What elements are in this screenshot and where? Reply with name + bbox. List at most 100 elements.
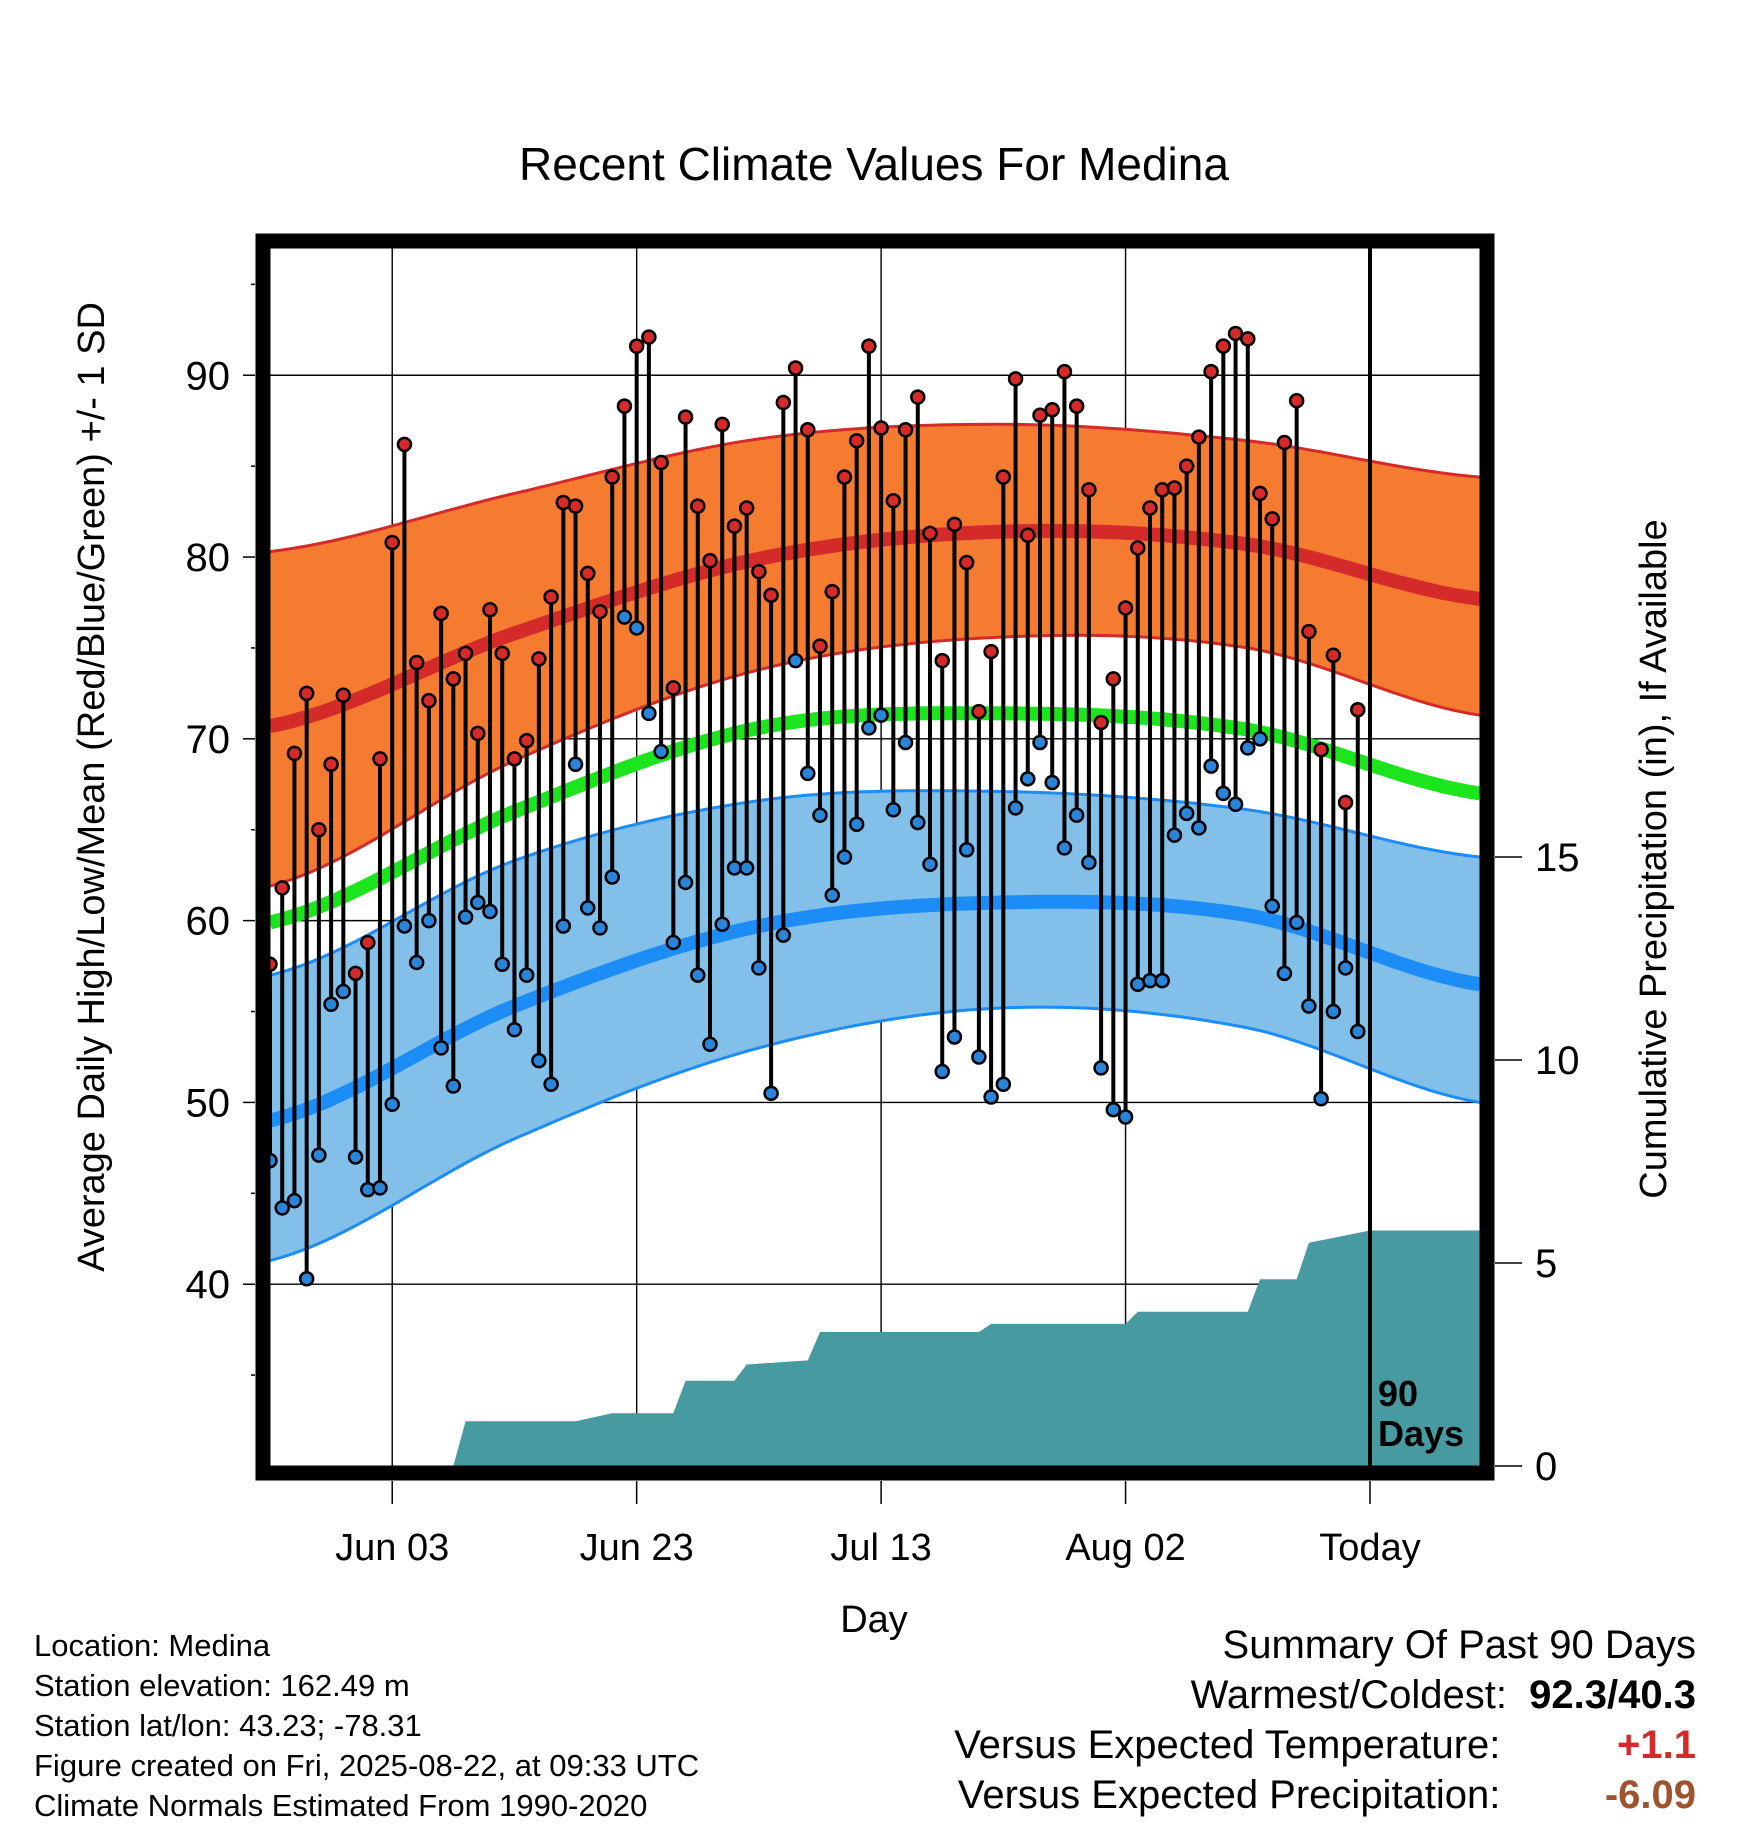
daily-low-point bbox=[1117, 1109, 1134, 1125]
y-tick-label-right: 0 bbox=[1535, 1445, 1557, 1489]
daily-high-point bbox=[641, 329, 657, 345]
daily-low-point bbox=[360, 1181, 376, 1198]
daily-low-point bbox=[1350, 1023, 1366, 1040]
daily-high-point bbox=[873, 420, 889, 436]
daily-high-point bbox=[482, 602, 498, 618]
daily-high-point bbox=[518, 732, 535, 749]
daily-high-point bbox=[396, 436, 413, 453]
daily-low-point bbox=[604, 869, 620, 885]
daily-high-point bbox=[372, 751, 388, 767]
created-text: Figure created on Fri, 2025-08-22, at 09… bbox=[34, 1748, 700, 1783]
period-label: 90 Days bbox=[1378, 1373, 1464, 1454]
daily-low-point bbox=[861, 720, 877, 736]
daily-low-point bbox=[1068, 807, 1085, 823]
daily-low-point bbox=[1044, 774, 1060, 791]
location-text: Location: Medina bbox=[34, 1628, 271, 1663]
warmest-coldest-value: 92.3/40.3 bbox=[1529, 1673, 1696, 1717]
daily-high-point bbox=[934, 652, 950, 669]
daily-low-point bbox=[665, 934, 682, 951]
daily-low-point bbox=[1301, 998, 1317, 1014]
daily-low-point bbox=[470, 894, 486, 911]
y-tick-label: 60 bbox=[186, 900, 231, 944]
daily-low-point bbox=[1264, 898, 1280, 914]
daily-low-point bbox=[677, 874, 694, 891]
daily-low-point bbox=[335, 983, 352, 1000]
daily-low-point bbox=[286, 1192, 303, 1209]
daily-high-point bbox=[995, 469, 1012, 485]
warmest-coldest-row: Warmest/Coldest: 92.3/40.3 bbox=[954, 1670, 1696, 1720]
x-tick-label: Jun 23 bbox=[580, 1527, 694, 1569]
x-tick-label: Jun 03 bbox=[335, 1527, 449, 1569]
daily-low-point bbox=[934, 1063, 950, 1080]
daily-low-point bbox=[738, 860, 755, 876]
daily-high-point bbox=[1313, 741, 1329, 758]
daily-high-point bbox=[408, 654, 425, 671]
daily-low-point bbox=[555, 918, 572, 934]
daily-high-point bbox=[1117, 600, 1134, 616]
daily-low-point bbox=[824, 887, 840, 903]
summary-panel: Summary Of Past 90 Days Warmest/Coldest:… bbox=[954, 1620, 1696, 1820]
x-axis-label: Day bbox=[840, 1599, 908, 1641]
high-normal-band-lower-edge bbox=[269, 633, 1481, 888]
daily-low-point bbox=[1313, 1091, 1329, 1107]
daily-low-point bbox=[763, 1085, 779, 1102]
daily-low-point bbox=[1191, 820, 1207, 836]
daily-low-point bbox=[922, 856, 938, 873]
y-tick-label-right: 10 bbox=[1535, 1039, 1580, 1083]
daily-high-point bbox=[580, 565, 596, 582]
daily-high-point bbox=[543, 589, 559, 605]
daily-low-point bbox=[1288, 914, 1305, 931]
daily-high-point bbox=[1105, 671, 1122, 687]
y-axis-label: Average Daily High/Low/Mean (Red/Blue/Gr… bbox=[71, 302, 113, 1272]
daily-low-point bbox=[946, 1029, 963, 1045]
daily-low-point bbox=[311, 1147, 327, 1163]
daily-high-point bbox=[1227, 325, 1244, 342]
daily-low-point bbox=[1056, 840, 1073, 856]
daily-high-point bbox=[1301, 623, 1317, 640]
daily-high-point bbox=[897, 422, 914, 438]
daily-low-point bbox=[787, 652, 804, 669]
summary-title: Summary Of Past 90 Days bbox=[1222, 1623, 1696, 1667]
daily-low-point bbox=[433, 1040, 449, 1056]
x-tick-label: Jul 13 bbox=[830, 1527, 931, 1569]
plot-area: 90 Days 40 50 60 70 80 90 0 5 10 15 Jun 03 Jun 23 Jul … bbox=[186, 233, 1580, 1569]
daily-low-point bbox=[1166, 827, 1183, 843]
daily-high-point bbox=[274, 880, 290, 896]
daily-low-point bbox=[531, 1052, 547, 1069]
daily-low-point bbox=[482, 903, 498, 920]
daily-high-point bbox=[1020, 527, 1036, 543]
daily-high-point bbox=[946, 516, 963, 533]
daily-high-point bbox=[714, 416, 730, 433]
daily-high-point bbox=[812, 638, 828, 654]
daily-low-point bbox=[885, 801, 902, 818]
daily-high-point bbox=[1166, 480, 1183, 496]
daily-low-point bbox=[1203, 758, 1219, 774]
daily-low-point bbox=[1240, 740, 1256, 756]
daily-low-point bbox=[1105, 1101, 1122, 1118]
daily-low-point bbox=[1325, 1003, 1342, 1020]
daily-low-point bbox=[714, 916, 730, 933]
daily-high-point bbox=[494, 645, 510, 662]
daily-low-point bbox=[384, 1096, 400, 1112]
x-tick-label: Today bbox=[1319, 1527, 1420, 1569]
plot-frame bbox=[255, 233, 1495, 1481]
y-tick-label: 80 bbox=[186, 536, 231, 580]
daily-low-point bbox=[1154, 972, 1170, 989]
daily-high-point bbox=[800, 422, 816, 438]
elevation-text: Station elevation: 162.49 m bbox=[34, 1668, 410, 1703]
daily-high-point bbox=[1325, 647, 1342, 663]
cumulative-precip-area bbox=[270, 1230, 1480, 1466]
daily-low-point bbox=[408, 954, 425, 971]
daily-high-point bbox=[1154, 482, 1170, 498]
daily-low-point bbox=[592, 920, 608, 936]
daily-high-point bbox=[922, 525, 938, 542]
daily-low-point bbox=[751, 960, 767, 976]
low-normal-band-upper-edge bbox=[269, 789, 1481, 977]
chart-title: Recent Climate Values For Medina bbox=[519, 138, 1229, 190]
daily-high-point bbox=[1007, 371, 1024, 387]
daily-high-point bbox=[384, 534, 400, 551]
daily-high-point bbox=[1252, 485, 1268, 502]
daily-high-point bbox=[323, 756, 339, 773]
y-tick-label-right: 5 bbox=[1535, 1242, 1557, 1286]
